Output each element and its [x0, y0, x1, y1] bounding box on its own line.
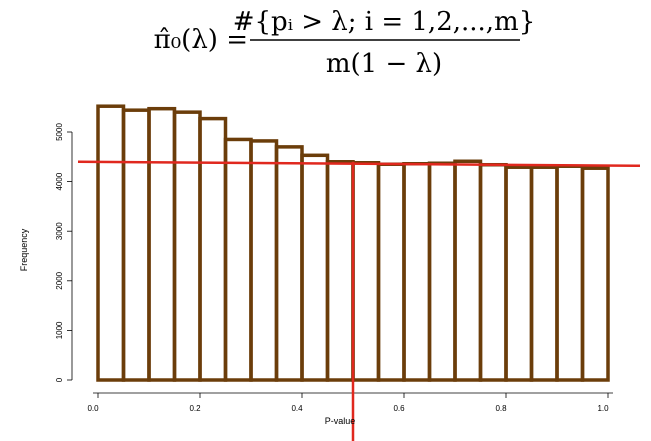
formula-denominator: m(1 − λ): [326, 49, 442, 79]
histogram-bar: [274, 145, 304, 382]
histogram-bar: [504, 165, 534, 382]
histogram-bars: [96, 104, 610, 382]
histogram-bar: [555, 164, 585, 382]
histogram-bar: [198, 116, 228, 382]
y-tick-label: 1000: [55, 321, 64, 339]
histogram-bar: [376, 162, 406, 382]
y-tick-label: 5000: [55, 123, 64, 141]
x-tick-label: 1.0: [597, 404, 609, 413]
histogram-bar: [325, 160, 355, 382]
x-axis: 0.0 0.2 0.4 0.6 0.8 1.0: [87, 392, 613, 413]
histogram-bar: [300, 153, 330, 382]
histogram-bar: [580, 166, 610, 382]
y-axis-label: Frequency: [19, 228, 29, 271]
histogram-bar: [351, 161, 381, 382]
y-tick-label: 3000: [55, 222, 64, 240]
x-tick-label: 0.8: [495, 404, 507, 413]
histogram-bar: [249, 139, 279, 382]
y-axis: 0 1000 2000 3000 4000 5000: [55, 123, 73, 382]
histogram-bar: [478, 162, 508, 382]
pi0-formula: π̂₀(λ) = #{pᵢ > λ; i = 1,2,...,m} m(1 − …: [154, 7, 536, 79]
histogram-bar: [147, 106, 177, 382]
pi0-reference-line: [77, 160, 641, 168]
x-tick-label: 0.6: [393, 404, 405, 413]
histogram-bar: [172, 110, 202, 382]
reference-lines: [77, 160, 641, 441]
formula-lhs: π̂₀(λ) =: [154, 25, 248, 55]
histogram-bar: [96, 104, 126, 382]
x-axis-label: P-value: [325, 416, 356, 426]
x-tick-label: 0.2: [189, 404, 201, 413]
x-tick-label: 0.4: [291, 404, 303, 413]
formula-numerator: #{pᵢ > λ; i = 1,2,...,m}: [233, 7, 536, 37]
y-tick-label: 0: [55, 377, 64, 382]
histogram-bar: [427, 161, 457, 382]
x-tick-label: 0.0: [87, 404, 99, 413]
histogram-bar: [529, 165, 559, 382]
y-tick-label: 4000: [55, 172, 64, 190]
y-tick-label: 2000: [55, 271, 64, 289]
histogram-bar: [223, 137, 253, 382]
histogram-bar: [121, 108, 151, 382]
histogram-bar: [453, 159, 483, 382]
histogram-bar: [402, 161, 432, 382]
